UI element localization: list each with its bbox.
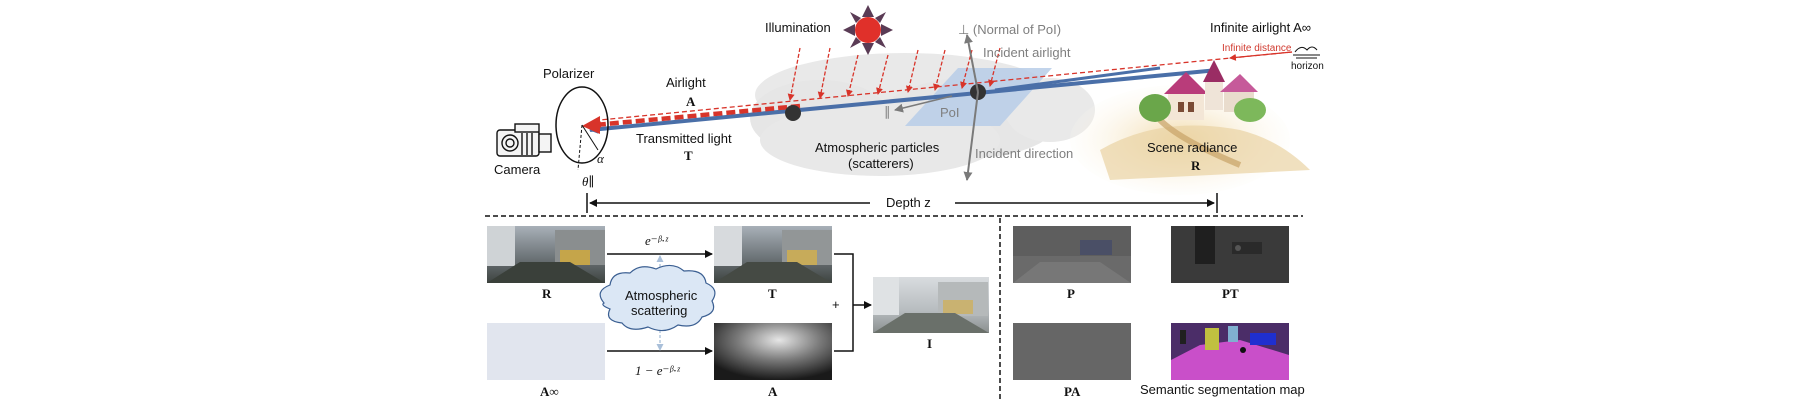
- parallel-arrow: [894, 95, 953, 113]
- image-P: [1013, 226, 1131, 283]
- airlight-ray: [594, 103, 801, 128]
- image-PA: [1013, 323, 1131, 380]
- caption-PT: PT: [1222, 286, 1239, 301]
- camera-label: Camera: [494, 162, 541, 177]
- image-T: [714, 226, 832, 283]
- airlight-symbol: A: [686, 94, 696, 109]
- airlight-arrowhead: [582, 116, 600, 134]
- image-semantic-segmentation: [1171, 323, 1289, 380]
- infinite-distance-label: Infinite distance: [1222, 43, 1292, 54]
- caption-A: A: [768, 384, 778, 399]
- image-PT: [1171, 226, 1289, 283]
- scene-radiance-label: Scene radiance: [1147, 140, 1237, 155]
- sun-icon: [843, 5, 893, 55]
- caption-R: R: [542, 286, 552, 301]
- horizon-label: horizon: [1291, 61, 1324, 72]
- depth-indicator: [586, 193, 1218, 213]
- image-A: [714, 323, 832, 380]
- parallel-mark: ∥: [884, 104, 891, 119]
- poi-label: PoI: [940, 105, 960, 120]
- cloud-label-line1: Atmospheric: [625, 288, 698, 303]
- atmos-particles-label: Atmospheric particles: [815, 140, 940, 155]
- illumination-rays: [787, 47, 1001, 101]
- image-I: [873, 277, 989, 333]
- scatterer-particle-near: [785, 105, 801, 121]
- image-A-infinity: [487, 323, 605, 380]
- transmission-expression: e⁻ᵝ·ᶻ: [645, 233, 669, 248]
- scene-radiance-symbol: R: [1191, 158, 1201, 173]
- combine-bracket: [834, 253, 872, 352]
- infinite-distance-arrow: [1229, 51, 1293, 61]
- caption-PA: PA: [1064, 384, 1081, 399]
- airlight-expression: 1 − e⁻ᵝ·ᶻ: [635, 363, 680, 378]
- infinite-airlight-label: Infinite airlight A∞: [1210, 20, 1311, 35]
- theta-label: θ∥: [582, 174, 594, 189]
- alpha-label: α: [597, 151, 605, 166]
- normal-arrow: [964, 34, 979, 93]
- camera-icon: [496, 123, 552, 157]
- scene-houses-illustration: [1070, 60, 1310, 195]
- horizon-icon: [1293, 46, 1320, 59]
- transmitted-light-label: Transmitted light: [636, 131, 732, 146]
- cloud-label-line2: scattering: [631, 303, 687, 318]
- illumination-label: Illumination: [765, 20, 831, 35]
- caption-seg: Semantic segmentation map: [1140, 382, 1305, 397]
- caption-I: I: [927, 336, 932, 351]
- normal-of-poi-label: ⊥ (Normal of PoI): [958, 22, 1061, 37]
- incident-airlight-blue-ray: [994, 66, 1161, 92]
- transmitted-light-symbol: T: [684, 148, 693, 163]
- transmitted-light-ray: [589, 68, 1219, 134]
- incident-direction-label: Incident direction: [975, 146, 1073, 161]
- infinite-airlight-ray: [599, 51, 1293, 121]
- depth-label: Depth z: [886, 195, 931, 210]
- incident-direction-arrow: [963, 91, 979, 181]
- incident-airlight-label: Incident airlight: [983, 45, 1071, 60]
- polarizer-label: Polarizer: [543, 66, 595, 81]
- caption-A-infinity: A∞: [540, 384, 559, 399]
- polarizer-icon: [555, 86, 609, 171]
- image-R: [487, 226, 605, 283]
- plus-sign: +: [832, 297, 840, 312]
- caption-T: T: [768, 286, 777, 301]
- atmospheric-scattering-cloud: [599, 255, 716, 351]
- atmos-scatterers-label: (scatterers): [848, 156, 914, 171]
- airlight-label: Airlight: [666, 75, 706, 90]
- caption-P: P: [1067, 286, 1075, 301]
